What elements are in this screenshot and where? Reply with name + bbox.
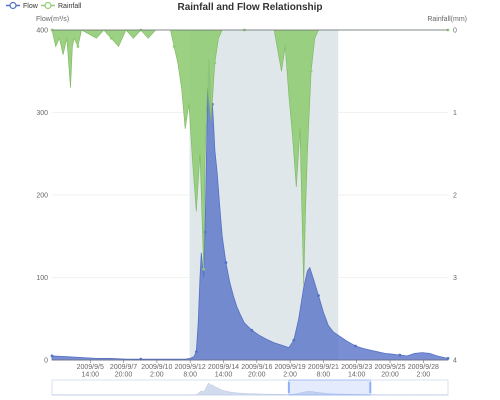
x-tick-label: 2009/9/28 2:00 <box>408 364 439 379</box>
legend-label-rainfall: Rainfall <box>58 3 82 10</box>
rainfall-point[interactable] <box>65 36 69 40</box>
y-left-tick-label: 300 <box>36 110 48 117</box>
flow-series-area <box>51 58 449 361</box>
x-tick-label: 2009/9/25 20:00 <box>374 364 405 379</box>
legend-label-flow: Flow <box>23 3 39 10</box>
rainfall-point[interactable] <box>109 36 113 40</box>
rainfall-point[interactable] <box>172 45 176 48</box>
y-right-tick-label: 0 <box>453 28 457 35</box>
legend-item-rainfall[interactable]: Rainfall <box>41 1 82 11</box>
x-tick-label: 2009/9/7 20:00 <box>110 364 137 379</box>
y-right-tick-label: 3 <box>453 275 457 282</box>
legend-item-flow[interactable]: Flow <box>6 1 39 11</box>
y-left-tick-label: 200 <box>36 193 48 200</box>
data-zoom-track <box>51 379 449 396</box>
y-axis-left-name: Flow(m³/s) <box>36 16 69 23</box>
data-zoom-handle-left[interactable] <box>287 382 290 393</box>
rainfall-legend-marker <box>44 1 52 10</box>
x-tick-label: 2009/9/10 2:00 <box>141 364 172 379</box>
y-right-tick-label: 2 <box>453 193 457 200</box>
flow-point[interactable] <box>50 354 54 358</box>
x-tick-label: 2009/9/21 8:00 <box>308 364 339 379</box>
y-axis-right-name: Rainfall(mm) <box>427 16 467 23</box>
flow-point[interactable] <box>194 350 198 354</box>
data-zoom-preview <box>51 382 449 396</box>
y-left-tick-label: 100 <box>36 275 48 282</box>
y-right-tick-label: 4 <box>453 358 457 365</box>
flow-point[interactable] <box>354 344 357 348</box>
rainfall-point[interactable] <box>309 69 313 73</box>
rainfall-point[interactable] <box>298 127 302 131</box>
x-tick-label: 2009/9/12 8:00 <box>175 364 206 379</box>
x-tick-label: 2009/9/16 20:00 <box>241 364 272 379</box>
flow-legend-marker <box>9 1 17 10</box>
data-zoom-handle-right[interactable] <box>369 382 372 393</box>
legend: Flow Rainfall <box>6 1 82 11</box>
flow-point[interactable] <box>224 261 228 265</box>
data-zoom-window[interactable] <box>288 379 371 396</box>
x-tick-label: 2009/9/14 14:00 <box>208 364 239 379</box>
rainfall-point[interactable] <box>187 102 191 106</box>
x-tick-label: 2009/9/5 14:00 <box>77 364 104 379</box>
y-right-tick-label: 1 <box>453 110 457 117</box>
flow-point[interactable] <box>398 353 402 357</box>
flow-point[interactable] <box>317 294 320 298</box>
y-left-tick-label: 0 <box>44 358 48 365</box>
rainfall-point[interactable] <box>213 61 217 65</box>
rainfall-series-area <box>51 29 448 286</box>
y-left-tick-label: 400 <box>36 28 48 35</box>
flow-point[interactable] <box>446 356 450 360</box>
flow-point[interactable] <box>292 338 296 342</box>
rainfall-point[interactable] <box>283 45 287 48</box>
rainfall-point[interactable] <box>202 267 206 271</box>
rainfall-point[interactable] <box>76 45 80 48</box>
flow-point[interactable] <box>250 328 254 332</box>
chart-title: Rainfall and Flow Relationship <box>177 2 322 13</box>
x-tick-label: 2009/9/19 2:00 <box>275 364 306 379</box>
x-tick-label: 2009/9/23 14:00 <box>341 364 372 379</box>
data-zoom-slider[interactable] <box>51 379 449 396</box>
